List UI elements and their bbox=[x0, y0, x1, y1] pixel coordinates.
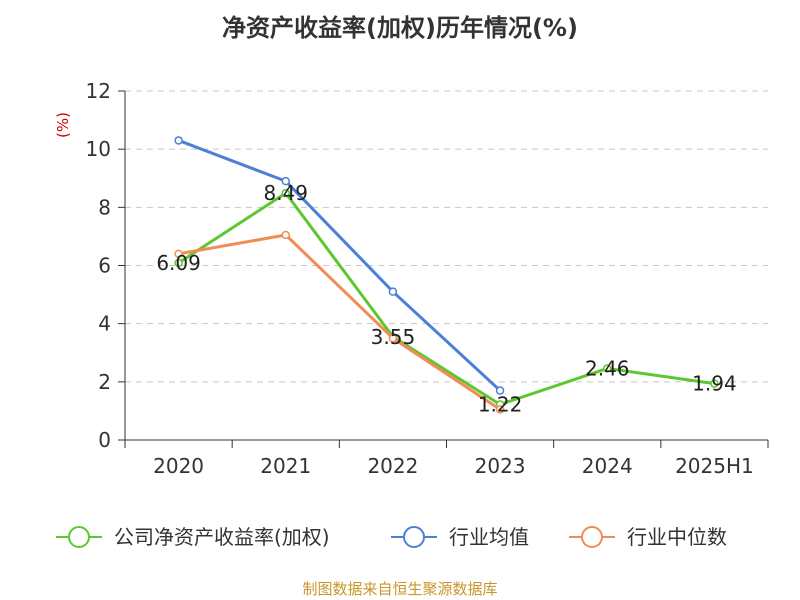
x-tick-label: 2021 bbox=[260, 454, 311, 478]
legend-item: 行业均值 bbox=[391, 525, 529, 549]
series-line bbox=[177, 191, 715, 407]
legend-label: 行业中位数 bbox=[627, 525, 727, 549]
source-note: 制图数据来自恒生聚源数据库 bbox=[302, 580, 497, 598]
data-label: 1.22 bbox=[478, 393, 523, 417]
series-2 bbox=[174, 230, 505, 414]
data-point bbox=[603, 364, 612, 373]
x-tick-label: 2022 bbox=[367, 454, 418, 478]
x-tick-label: 2020 bbox=[153, 454, 204, 478]
grid-lines bbox=[125, 90, 768, 383]
legend-marker-icon bbox=[68, 526, 90, 548]
data-labels: 6.09 8.49 3.55 1.22 2.46 1.94 bbox=[156, 181, 736, 416]
series-lines bbox=[174, 136, 719, 414]
data-label: 8.49 bbox=[263, 181, 308, 205]
series-line bbox=[178, 233, 501, 411]
data-point bbox=[174, 136, 183, 145]
data-label: 6.09 bbox=[156, 251, 201, 275]
series-1 bbox=[174, 136, 505, 395]
data-point bbox=[174, 258, 183, 268]
data-point bbox=[388, 333, 398, 343]
data-point bbox=[174, 249, 183, 259]
series-line bbox=[178, 139, 502, 392]
y-tick-label: 0 bbox=[98, 428, 111, 452]
data-label: 2.46 bbox=[585, 356, 630, 380]
legend-item: 公司净资产收益率(加权) bbox=[56, 525, 330, 549]
data-point bbox=[388, 287, 398, 296]
legend-label: 行业均值 bbox=[449, 525, 529, 549]
data-point bbox=[281, 230, 290, 240]
x-tick-label: 2025H1 bbox=[675, 454, 754, 478]
y-tick-label: 12 bbox=[86, 79, 111, 103]
y-tick-label: 2 bbox=[98, 370, 111, 394]
data-point bbox=[495, 405, 505, 414]
data-point bbox=[710, 379, 719, 388]
legend-marker-icon bbox=[403, 526, 425, 548]
axes: 0 2 4 6 8 10 12 2020 2021 2022 2023 2024 2025H1 bbox=[86, 79, 769, 478]
data-label: 3.55 bbox=[371, 325, 416, 349]
data-point bbox=[495, 386, 505, 395]
legend: 公司净资产收益率(加权) 行业均值 行业中位数 bbox=[56, 525, 727, 549]
y-tick-label: 6 bbox=[98, 254, 111, 278]
y-axis-unit-label: (%) bbox=[54, 112, 72, 138]
legend-item: 行业中位数 bbox=[569, 525, 727, 549]
data-point bbox=[281, 188, 290, 198]
y-tick-label: 4 bbox=[98, 312, 111, 336]
data-point bbox=[281, 176, 290, 186]
x-tick-label: 2024 bbox=[582, 454, 633, 478]
data-label: 1.94 bbox=[692, 372, 737, 396]
chart-title: 净资产收益率(加权)历年情况(%) bbox=[222, 14, 578, 42]
legend-marker-icon bbox=[581, 526, 603, 548]
y-tick-label: 10 bbox=[86, 137, 111, 161]
legend-label: 公司净资产收益率(加权) bbox=[114, 525, 330, 549]
x-tick-label: 2023 bbox=[475, 454, 526, 478]
y-tick-label: 8 bbox=[98, 195, 111, 219]
